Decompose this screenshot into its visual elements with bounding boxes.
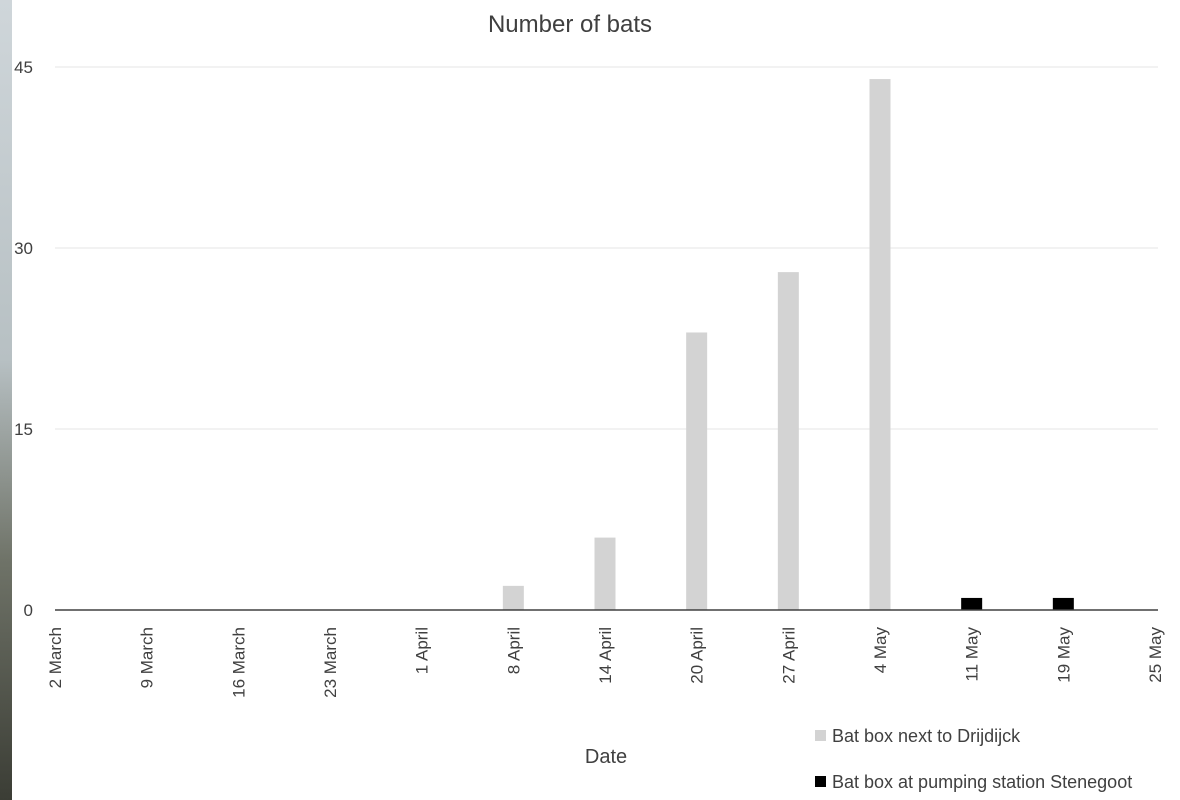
legend-label: Bat box at pumping station Stenegoot — [832, 772, 1132, 792]
x-tick-label: 11 May — [963, 627, 982, 682]
legend-swatch — [815, 776, 826, 787]
y-tick-label: 0 — [24, 601, 33, 620]
bar — [777, 272, 799, 610]
y-tick-label: 15 — [14, 420, 33, 439]
x-tick-label: 16 March — [229, 627, 248, 698]
y-tick-label: 45 — [14, 58, 33, 77]
bar — [869, 79, 891, 611]
x-tick-label: 9 March — [138, 627, 157, 688]
x-axis-title: Date — [585, 746, 627, 768]
tick-labels: 0 15 30 45 2 March 9 March 16 March 23 March 1 A… — [14, 58, 1165, 698]
legend-label: Bat box next to Drijdijck — [832, 726, 1021, 746]
x-tick-label: 20 April — [688, 627, 707, 684]
x-tick-label: 1 April — [413, 627, 432, 674]
bar — [961, 597, 983, 610]
y-tick-label: 30 — [14, 239, 33, 258]
chart-title: Number of bats — [488, 11, 652, 38]
x-tick-label: 25 May — [1146, 627, 1165, 683]
legend-swatch — [815, 730, 826, 741]
legend: Bat box next to Drijdijck Bat box at pump… — [815, 726, 1132, 792]
bars — [502, 79, 1074, 611]
photo-edge-strip — [0, 0, 12, 800]
gridlines — [55, 66, 1158, 430]
x-tick-label: 14 April — [596, 627, 615, 684]
x-tick-label: 4 May — [871, 627, 890, 674]
bar — [686, 332, 708, 610]
x-tick-label: 8 April — [504, 627, 523, 674]
x-tick-label: 19 May — [1054, 627, 1073, 683]
bar — [502, 585, 524, 610]
x-tick-label: 23 March — [321, 627, 340, 698]
bar — [594, 537, 616, 610]
x-tick-label: 27 April — [779, 627, 798, 684]
bar — [1052, 597, 1074, 610]
x-tick-label: 2 March — [46, 627, 65, 688]
